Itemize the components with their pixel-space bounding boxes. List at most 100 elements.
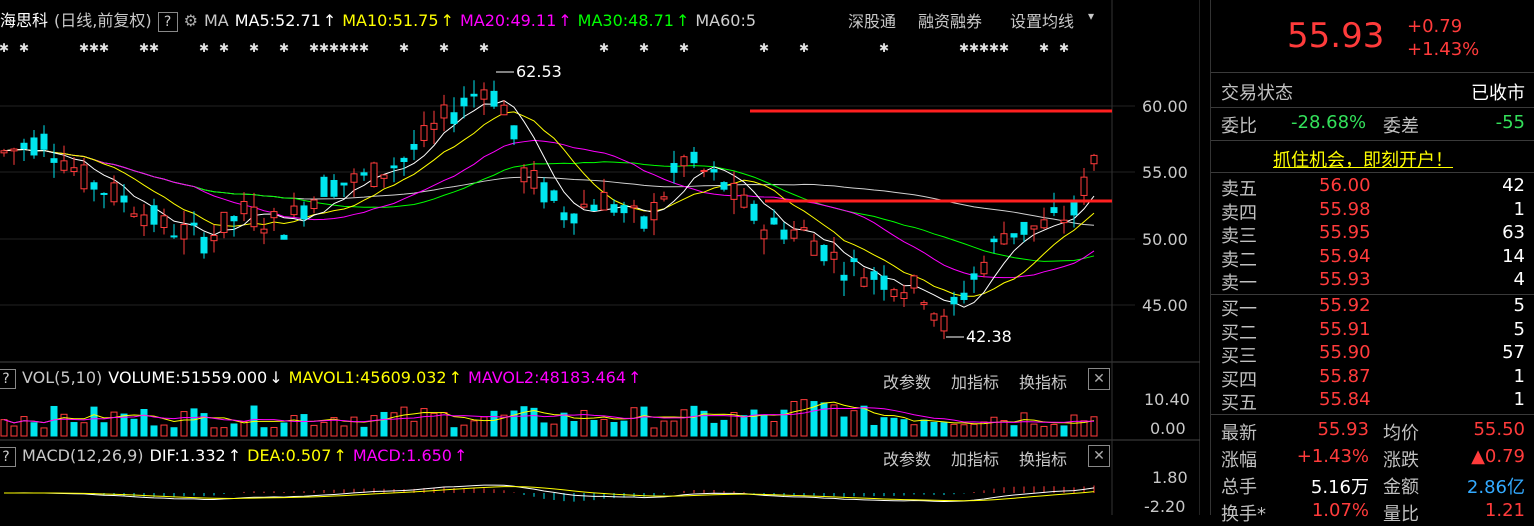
volume-bar <box>1080 420 1088 437</box>
macd-help-button[interactable]: ? <box>0 447 16 467</box>
volume-bar <box>350 416 358 437</box>
bid-row[interactable]: 买二 55.91 5 <box>1211 318 1534 344</box>
bid-row[interactable]: 买五 55.84 1 <box>1211 389 1534 414</box>
vol-add-indicator-button[interactable]: 加指标 <box>951 373 1000 392</box>
candle-body <box>870 271 878 280</box>
tab-ma-settings[interactable]: 设置均线 <box>1010 12 1075 31</box>
volume-bar <box>630 407 638 437</box>
candle-body <box>910 275 918 289</box>
candle-body <box>970 273 978 280</box>
vol-help-button[interactable]: ? <box>0 369 16 389</box>
event-marker: ✱ <box>1059 41 1069 55</box>
volume-bar <box>890 417 898 437</box>
volume-bar <box>80 422 88 437</box>
event-marker: ✱ <box>0 41 9 55</box>
ask-price: 55.94 <box>1319 245 1371 267</box>
candle-body <box>580 203 588 208</box>
volume-bar <box>600 418 608 437</box>
candle-body <box>260 228 268 234</box>
ask-row[interactable]: 卖一 55.93 4 <box>1211 269 1534 294</box>
stats-row: 最新 55.93 均价 55.50 <box>1211 419 1534 444</box>
high-label: 62.53 <box>516 62 562 81</box>
ask-row[interactable]: 卖二 55.94 14 <box>1211 245 1534 271</box>
bid-row[interactable]: 买三 55.90 57 <box>1211 342 1534 367</box>
volume-bar <box>260 427 268 437</box>
bid-volume: 5 <box>1513 318 1525 340</box>
macd-params-button[interactable]: 改参数 <box>883 450 932 469</box>
weicha-label: 委差 <box>1383 116 1419 137</box>
arrow-up-icon: ↑ <box>333 446 347 465</box>
mavol2-line <box>3 407 1095 424</box>
candle-body <box>240 201 248 215</box>
candle-body <box>820 244 828 262</box>
candle-body <box>170 235 178 238</box>
tab-shenzhen-connect[interactable]: 深股通 <box>848 12 897 31</box>
gear-icon[interactable]: ⚙ <box>183 11 198 30</box>
open-account-link[interactable]: 抓住机会，即刻开户！ <box>1273 150 1453 171</box>
stat-value: +1.43% <box>1296 446 1369 467</box>
ask-level-label: 卖五 <box>1221 179 1257 200</box>
macd-switch-indicator-button[interactable]: 换指标 <box>1019 450 1068 469</box>
volume-bar <box>370 415 378 437</box>
ask-row[interactable]: 卖三 55.95 63 <box>1211 222 1534 247</box>
candle-body <box>180 224 188 240</box>
event-marker: ✱ <box>279 41 289 55</box>
candle-body <box>780 229 788 240</box>
volume-bar <box>590 419 598 437</box>
volume-bar <box>480 416 488 437</box>
volume-bar <box>930 421 938 437</box>
candle-body <box>530 170 538 189</box>
vol-close-icon[interactable]: ✕ <box>1088 368 1110 390</box>
stat-value: 55.93 <box>1317 419 1369 440</box>
event-marker: ✱ <box>639 41 649 55</box>
chevron-down-icon[interactable]: ▾ <box>1088 9 1095 23</box>
candle-body <box>560 212 568 221</box>
stat-label: 量比 <box>1383 504 1419 525</box>
bid-level-label: 买四 <box>1221 369 1257 391</box>
arrow-down-icon: ↓ <box>269 368 283 387</box>
macd-close-icon[interactable]: ✕ <box>1088 445 1110 467</box>
volume-bar <box>460 424 468 437</box>
help-button[interactable]: ? <box>157 12 178 32</box>
volume-bar <box>920 419 928 437</box>
bid-row[interactable]: 买四 55.87 1 <box>1211 366 1534 391</box>
vol-params-button[interactable]: 改参数 <box>883 373 932 392</box>
candle-body <box>500 104 508 116</box>
ask-row[interactable]: 卖五 56.00 42 <box>1211 175 1534 200</box>
weicha-value: -55 <box>1495 112 1525 133</box>
tab-margin-trading[interactable]: 融资融券 <box>918 12 983 31</box>
candle-body <box>290 205 298 216</box>
bid-level-label: 买五 <box>1221 393 1257 414</box>
kline-chart[interactable]: ✱ ✱ ✱ ✱ ✱ ✱ ✱ ✱ ✱ ✱ ✱ ✱ ✱ ✱ ✱ ✱ ✱ ✱ ✱ ✱ ✱ ✱ ✱ ✱ ✱ ✱ ✱ ✱ ✱ ✱ ✱ ✱ ✱ 62.53 … <box>0 0 1200 515</box>
ma-toggle[interactable]: MA <box>203 11 229 30</box>
candle-body <box>960 292 968 300</box>
candle-body <box>510 125 518 140</box>
arrow-up-icon: ↑ <box>448 368 463 387</box>
candle-body <box>1050 207 1058 214</box>
ask-row[interactable]: 卖四 55.98 1 <box>1211 199 1534 224</box>
quote-panel: 55.93 +0.79 +1.43% 交易状态 已收市 委比 -28.68% 委… <box>1210 0 1534 525</box>
candle-body <box>220 211 228 234</box>
arrow-up-icon: ↑ <box>453 446 468 465</box>
event-marker: ✱ <box>969 41 979 55</box>
volume-bar <box>130 418 138 437</box>
volume-bar <box>450 427 458 437</box>
volume-bar <box>150 425 158 437</box>
volume-bar <box>1010 425 1018 437</box>
macd-add-indicator-button[interactable]: 加指标 <box>951 450 1000 469</box>
ask-level-label: 卖四 <box>1221 202 1257 224</box>
volume-bar <box>680 409 688 437</box>
candle-body <box>620 205 628 214</box>
kline-chart-area[interactable]: ✱ ✱ ✱ ✱ ✱ ✱ ✱ ✱ ✱ ✱ ✱ ✱ ✱ ✱ ✱ ✱ ✱ ✱ ✱ ✱ ✱ ✱ ✱ ✱ ✱ ✱ ✱ ✱ ✱ ✱ ✱ ✱ ✱ 62.53 … <box>0 0 1200 515</box>
mavol1-line <box>3 401 1095 425</box>
bid-row[interactable]: 买一 55.92 5 <box>1211 295 1534 320</box>
event-marker: ✱ <box>479 41 489 55</box>
volume-bar <box>880 417 888 437</box>
ma30-value: MA30:48.71 <box>577 11 674 30</box>
volume-bar <box>860 405 868 437</box>
stock-name: 海思科 <box>0 11 49 30</box>
candle-body <box>490 90 498 107</box>
vol-switch-indicator-button[interactable]: 换指标 <box>1019 373 1068 392</box>
trade-status-label: 交易状态 <box>1221 83 1293 104</box>
volume-bar <box>440 412 448 437</box>
